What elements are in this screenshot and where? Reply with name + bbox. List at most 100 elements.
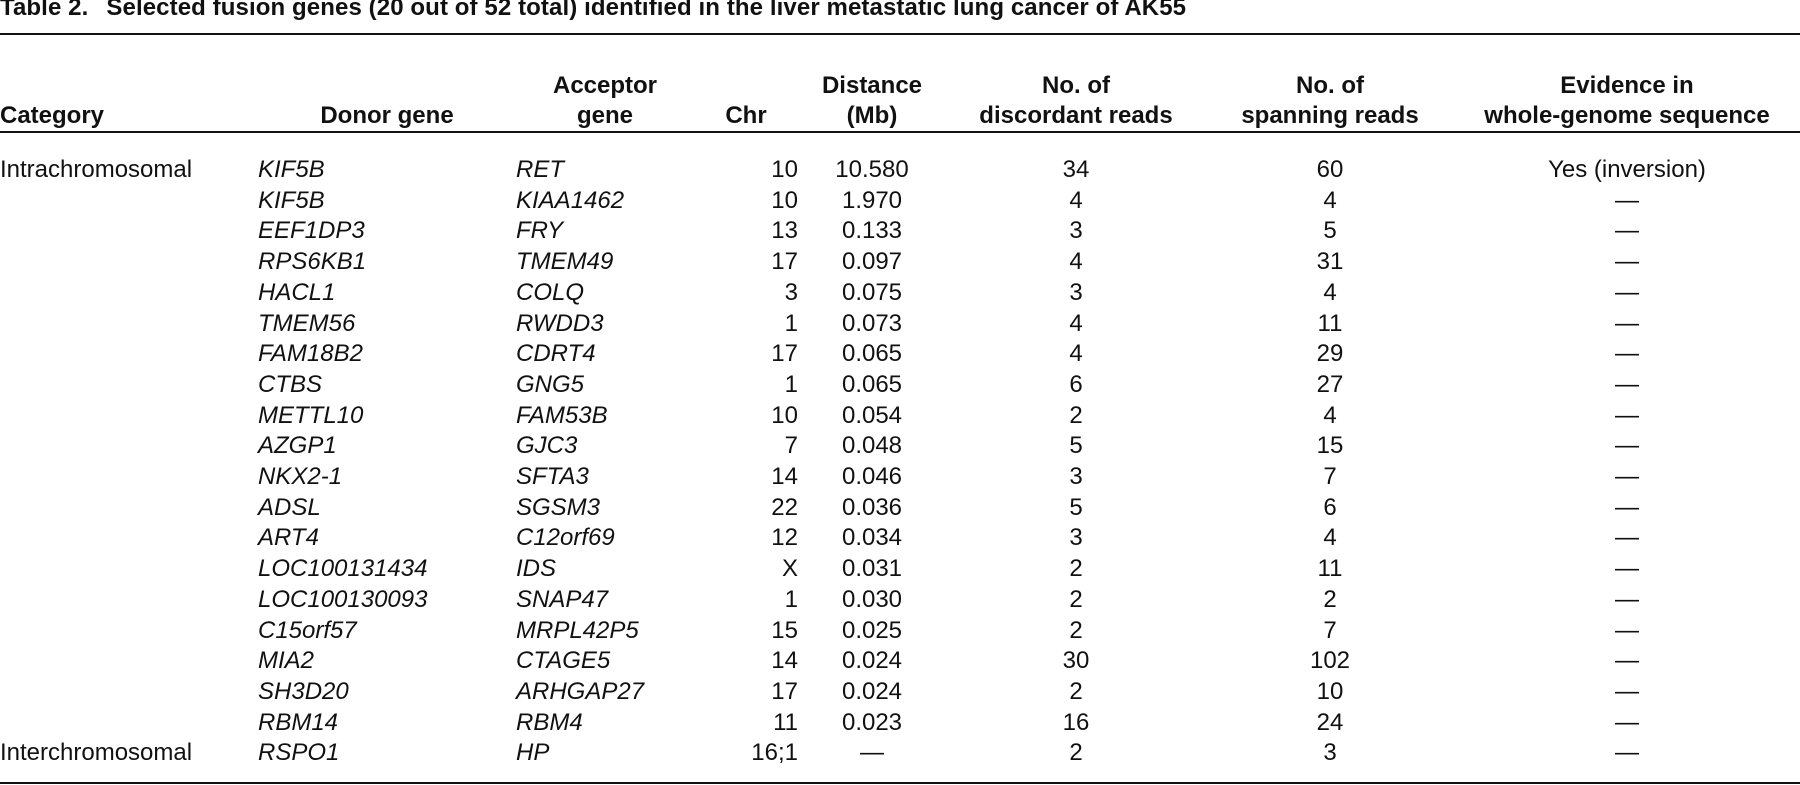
cell-chr: 17 xyxy=(771,340,798,368)
cell-acceptor-gene: GJC3 xyxy=(516,432,578,460)
cell-category xyxy=(0,523,258,554)
cell-category xyxy=(0,247,258,278)
cell-chr: 15 xyxy=(771,616,798,644)
header-row: Category Donor gene Acceptor gene Chr Dis… xyxy=(0,35,1800,145)
cell-chr: 3 xyxy=(784,278,798,306)
cell-evidence: — xyxy=(1615,524,1639,552)
cell-evidence: — xyxy=(1615,186,1639,214)
table-row: RPS6KB1 TMEM49 17 0.097 4 31 — xyxy=(0,247,1800,278)
cell-evidence: — xyxy=(1615,370,1639,398)
header-spanning-reads: No. of spanning reads xyxy=(1241,72,1419,129)
cell-category xyxy=(0,186,258,217)
cell-chr: 12 xyxy=(771,524,798,552)
cell-donor-gene: KIF5B xyxy=(258,186,325,214)
cell-evidence: — xyxy=(1615,555,1639,583)
cell-acceptor-gene: COLQ xyxy=(516,278,585,306)
cell-category xyxy=(0,493,258,524)
table-row: RBM14 RBM4 11 0.023 16 24 — xyxy=(0,708,1800,739)
cell-chr: 14 xyxy=(771,463,798,491)
cell-evidence: — xyxy=(1615,432,1639,460)
cell-acceptor-gene: HP xyxy=(516,739,550,767)
cell-acceptor-gene: TMEM49 xyxy=(516,248,614,276)
cell-distance: 0.065 xyxy=(841,370,903,398)
cell-chr: 10 xyxy=(771,401,798,429)
table-row: KIF5B KIAA1462 10 1.970 4 4 — xyxy=(0,186,1800,217)
cell-chr: 22 xyxy=(771,493,798,521)
cell-category xyxy=(0,370,258,401)
cell-category xyxy=(0,646,258,677)
table-row: METTL10 FAM53B 10 0.054 2 4 — xyxy=(0,401,1800,432)
cell-acceptor-gene: RWDD3 xyxy=(516,309,604,337)
cell-distance: 0.034 xyxy=(841,524,903,552)
cell-donor-gene: METTL10 xyxy=(258,401,364,429)
cell-spanning-reads: 7 xyxy=(1323,616,1337,644)
cell-discordant-reads: 4 xyxy=(1069,248,1083,276)
cell-spanning-reads: 31 xyxy=(1316,248,1344,276)
cell-donor-gene: LOC100130093 xyxy=(258,585,428,613)
header-discordant-reads: No. of discordant reads xyxy=(979,72,1173,129)
cell-acceptor-gene: C12orf69 xyxy=(516,524,615,552)
cell-acceptor-gene: FAM53B xyxy=(516,401,608,429)
cell-chr: 14 xyxy=(771,647,798,675)
cell-donor-gene: NKX2-1 xyxy=(258,463,343,491)
cell-distance: 0.073 xyxy=(841,309,903,337)
cell-evidence: Yes (inversion) xyxy=(1548,156,1706,183)
cell-evidence: — xyxy=(1615,585,1639,613)
cell-discordant-reads: 3 xyxy=(1069,278,1083,306)
cell-donor-gene: EEF1DP3 xyxy=(258,217,365,245)
cell-evidence: — xyxy=(1615,493,1639,521)
cell-spanning-reads: 4 xyxy=(1323,186,1337,214)
cell-category xyxy=(0,677,258,708)
table-row: C15orf57 MRPL42P5 15 0.025 2 7 — xyxy=(0,616,1800,647)
cell-chr: 13 xyxy=(771,217,798,245)
cell-category xyxy=(0,462,258,493)
cell-category xyxy=(0,309,258,340)
cell-spanning-reads: 11 xyxy=(1317,309,1343,337)
cell-donor-gene: SH3D20 xyxy=(258,677,349,705)
cell-distance: 0.030 xyxy=(841,585,903,613)
cell-chr: 16;1 xyxy=(751,739,798,767)
cell-discordant-reads: 5 xyxy=(1069,432,1083,460)
cell-discordant-reads: 3 xyxy=(1069,463,1083,491)
cell-donor-gene: TMEM56 xyxy=(258,309,356,337)
cell-donor-gene: RPS6KB1 xyxy=(258,248,367,276)
cell-discordant-reads: 2 xyxy=(1069,677,1083,705)
table-row: MIA2 CTAGE5 14 0.024 30 102 — xyxy=(0,646,1800,677)
cell-evidence: — xyxy=(1615,401,1639,429)
cell-distance: 1.970 xyxy=(841,186,903,214)
cell-discordant-reads: 2 xyxy=(1069,616,1083,644)
cell-spanning-reads: 27 xyxy=(1316,370,1344,398)
cell-category xyxy=(0,554,258,585)
cell-category xyxy=(0,616,258,647)
table-row: LOC100130093 SNAP47 1 0.030 2 2 — xyxy=(0,585,1800,616)
cell-donor-gene: KIF5B xyxy=(258,156,325,183)
cell-discordant-reads: 30 xyxy=(1062,647,1090,675)
cell-spanning-reads: 6 xyxy=(1323,493,1337,521)
cell-spanning-reads: 7 xyxy=(1323,463,1337,491)
cell-distance: 10.580 xyxy=(835,156,909,183)
cell-discordant-reads: 2 xyxy=(1069,555,1083,583)
cell-acceptor-gene: IDS xyxy=(516,555,557,583)
cell-category xyxy=(0,278,258,309)
cell-category xyxy=(0,216,258,247)
cell-discordant-reads: 3 xyxy=(1069,217,1083,245)
table-row: LOC100131434 IDS X 0.031 2 11 — xyxy=(0,554,1800,585)
table-row: ART4 C12orf69 12 0.034 3 4 — xyxy=(0,523,1800,554)
cell-category: Intrachromosomal xyxy=(0,156,193,183)
cell-evidence: — xyxy=(1615,647,1639,675)
cell-distance: 0.025 xyxy=(841,616,903,644)
table-row: SH3D20 ARHGAP27 17 0.024 2 10 — xyxy=(0,677,1800,708)
cell-distance: 0.097 xyxy=(841,248,903,276)
cell-distance: 0.036 xyxy=(841,493,903,521)
cell-spanning-reads: 5 xyxy=(1323,217,1337,245)
cell-discordant-reads: 4 xyxy=(1069,186,1083,214)
cell-acceptor-gene: ARHGAP27 xyxy=(516,677,645,705)
cell-evidence: — xyxy=(1615,278,1639,306)
header-rule xyxy=(0,131,1800,133)
cell-evidence: — xyxy=(1615,309,1639,337)
cell-chr: 1 xyxy=(784,309,798,337)
cell-donor-gene: RBM14 xyxy=(258,708,339,736)
cell-evidence: — xyxy=(1615,739,1639,767)
cell-spanning-reads: 102 xyxy=(1309,647,1351,675)
table-row: Interchromosomal RSPO1 HP 16;1 — 2 3 — xyxy=(0,738,1800,769)
